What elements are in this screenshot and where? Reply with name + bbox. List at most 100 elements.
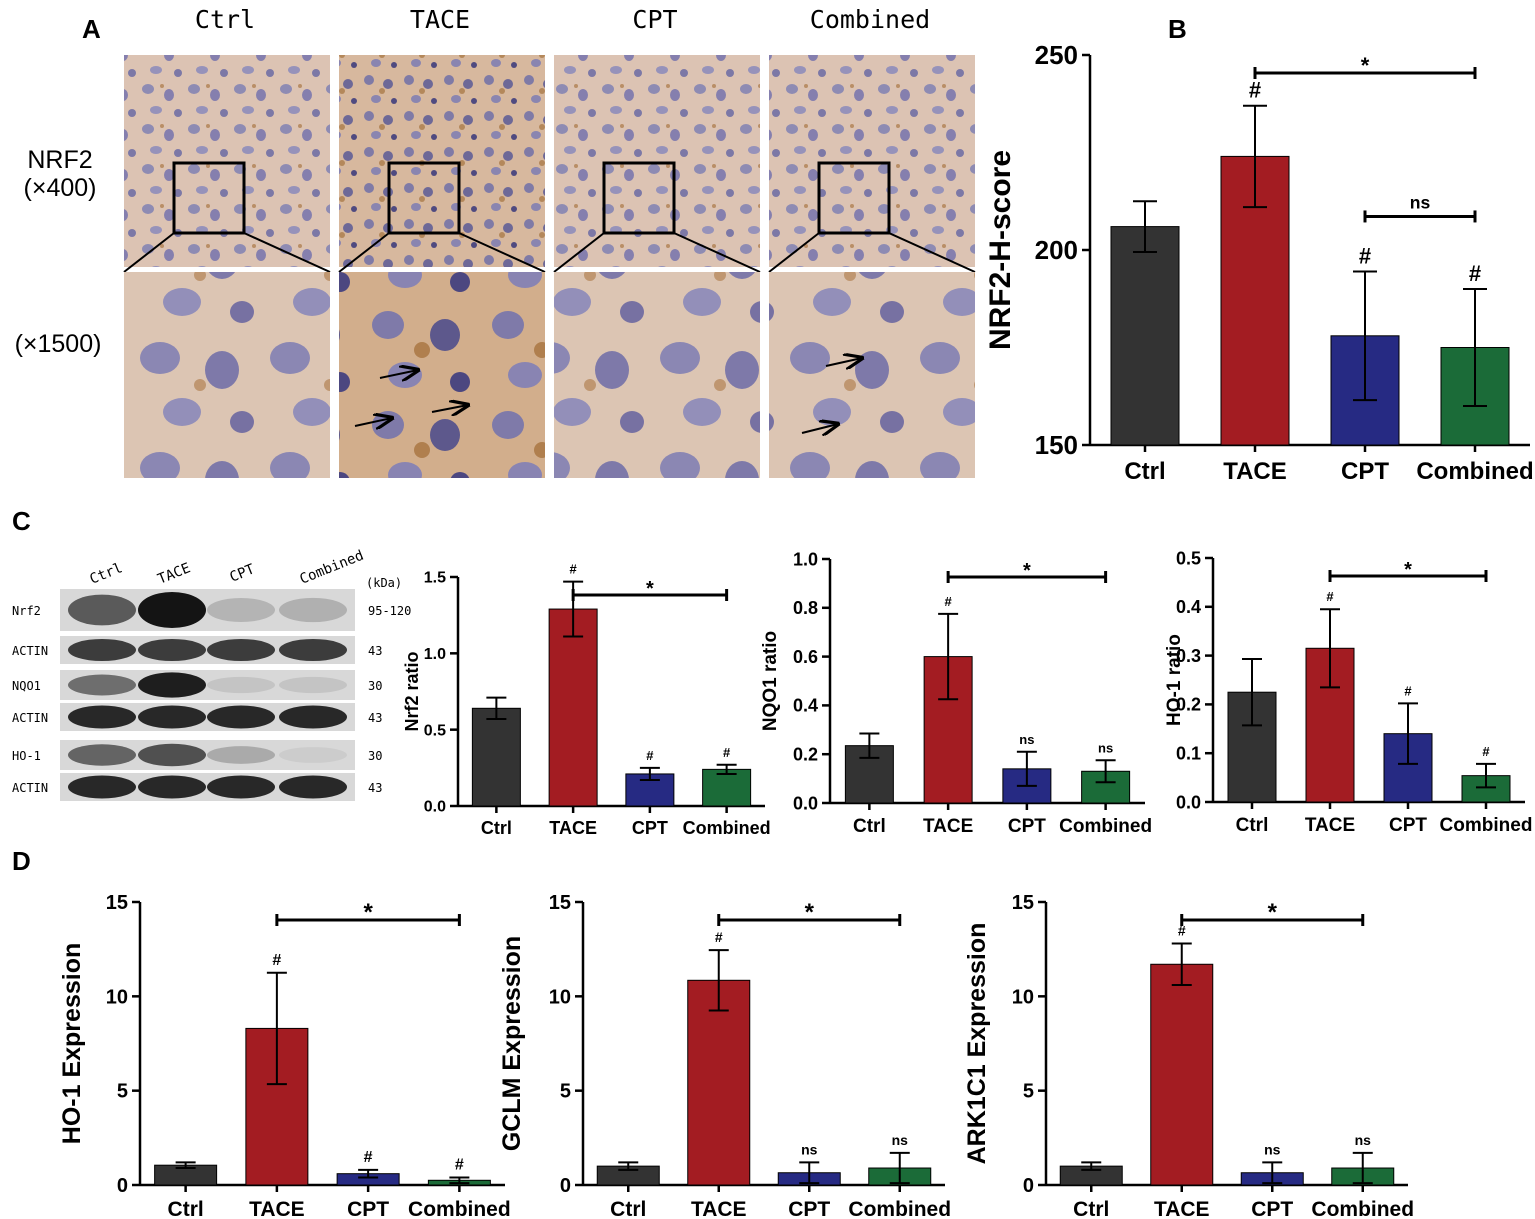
x-tick-label-cpt: CPT: [1389, 815, 1427, 836]
error-bar-tace: [938, 612, 959, 701]
blot-kda-label: 95-120: [368, 604, 411, 618]
blot-kda-label: 30: [368, 679, 382, 693]
blot-band: [138, 638, 206, 662]
x-tick-label-cpt: CPT: [632, 818, 668, 838]
comparison-label: *: [363, 899, 373, 926]
blot-row-4: ACTIN 43: [12, 703, 382, 731]
y-tick-label: 10: [106, 986, 128, 1008]
lane-label-combined: Combined: [298, 548, 367, 588]
comparison-label: *: [805, 899, 815, 926]
blot-band: [68, 744, 136, 766]
y-tick-label: 10: [549, 986, 571, 1008]
x-tick-label-ctrl: Ctrl: [1073, 1198, 1109, 1219]
error-bar-ctrl: [1081, 1161, 1102, 1171]
x-tick-label-tace: TACE: [691, 1198, 747, 1219]
zoom-connectors: [123, 232, 976, 273]
y-tick-label: 0: [1023, 1175, 1034, 1197]
comparison-label: *: [1404, 559, 1412, 581]
y-axis-label: NQO1 ratio: [760, 631, 781, 731]
chart-c3: 0.0 0.1 0.2 0.3 0.4 0.5 Ctrl TACE CPT Combined HO-…: [1164, 548, 1532, 836]
blot-band: [207, 705, 275, 729]
significance-mark: #: [455, 1156, 464, 1173]
significance-mark: #: [364, 1149, 373, 1166]
y-tick-label: 0.8: [793, 598, 818, 618]
y-tick-label: 0.5: [424, 722, 446, 739]
blot-row-6: ACTIN 43: [12, 773, 382, 801]
ihc-panel: Ctrl TACE CPT Combined NRF2 (×400) (×150…: [15, 5, 976, 478]
blot-band: [138, 672, 206, 698]
blot-band: [68, 674, 136, 696]
chart-d1: 0 5 10 15 Ctrl TACE CPT Combined HO-1 Expression…: [58, 892, 511, 1219]
blot-kda-label: 43: [368, 711, 382, 725]
y-tick-label: 0.4: [1176, 597, 1201, 617]
y-tick-label: 0.2: [1176, 695, 1201, 715]
comparison-bracket: *: [946, 560, 1108, 583]
micrograph-ctrl-1500: [124, 272, 330, 478]
significance-mark: #: [1469, 261, 1481, 286]
x-tick-label-tace: TACE: [1223, 458, 1287, 485]
blot-band: [138, 705, 206, 729]
x-tick-label-combined: Combined: [1059, 816, 1152, 837]
y-axis-label: ARK1C1 Expression: [963, 923, 991, 1165]
x-tick-label-combined: Combined: [1416, 458, 1533, 485]
y-tick-label: 1.5: [424, 570, 446, 587]
error-bar-ctrl: [859, 732, 880, 759]
significance-mark: #: [1178, 923, 1186, 939]
kda-header: (kDa): [366, 576, 402, 590]
significance-mark: #: [723, 745, 731, 760]
ihc-column-label-combined: Combined: [810, 5, 930, 34]
x-tick-label-combined: Combined: [1440, 815, 1533, 836]
blot-band: [68, 638, 136, 662]
error-bar-combined: [1476, 762, 1496, 789]
blot-protein-label: ACTIN: [12, 644, 48, 658]
y-tick-label: 1.0: [793, 549, 818, 569]
chart-d3: 0 5 10 15 Ctrl TACE CPT Combined ARK1C1 Expressi…: [963, 892, 1414, 1219]
y-tick-label: 0: [117, 1175, 128, 1197]
chart-c1: 0.0 0.5 1.0 1.5 Ctrl TACE CPT Combined Nrf2 rati…: [402, 562, 771, 838]
nuclear-arrows: [354, 358, 862, 433]
error-bar-tace: [266, 971, 287, 1086]
significance-mark: ns: [1019, 732, 1034, 747]
y-axis-label: HO-1 Expression: [58, 943, 86, 1144]
panel-letter-b: B: [1168, 14, 1187, 44]
y-tick-label: 0.4: [793, 696, 818, 716]
y-tick-label: 0.2: [793, 745, 818, 765]
x-tick-label-tace: TACE: [923, 816, 973, 837]
y-tick-label: 5: [560, 1081, 571, 1103]
blot-band: [207, 746, 275, 764]
x-tick-label-ctrl: Ctrl: [610, 1198, 646, 1219]
blot-protein-label: HO-1: [12, 749, 41, 763]
blot-band: [279, 638, 347, 662]
blot-row-3: NQO1 30: [12, 670, 382, 700]
y-tick-label: 150: [1035, 430, 1078, 460]
significance-mark: #: [945, 594, 953, 609]
blot-protein-label: ACTIN: [12, 781, 48, 795]
x-tick-label-cpt: CPT: [347, 1198, 389, 1219]
comparison-label: *: [646, 578, 654, 600]
x-tick-label-ctrl: Ctrl: [1124, 458, 1165, 485]
y-tick-label: 0.6: [793, 647, 818, 667]
western-blot: Ctrl TACE CPT Combined (kDa) Nrf2 95-120 A…: [12, 548, 411, 801]
x-tick-label-tace: TACE: [549, 818, 597, 838]
comparison-bracket: *: [1328, 559, 1488, 582]
blot-band: [279, 747, 347, 763]
y-tick-label: 5: [117, 1081, 128, 1103]
comparison-bracket: *: [275, 899, 461, 926]
x-tick-label-cpt: CPT: [1251, 1198, 1293, 1219]
significance-mark: #: [272, 952, 281, 969]
y-tick-label: 0.1: [1176, 744, 1201, 764]
micrograph-combined-1500: [769, 272, 975, 478]
blot-protein-label: NQO1: [12, 679, 41, 693]
y-tick-label: 10: [1012, 986, 1034, 1008]
zoom-box-cpt: [602, 161, 676, 235]
significance-mark: #: [646, 748, 654, 763]
blot-band: [68, 775, 136, 799]
blot-band: [207, 775, 275, 799]
significance-mark: #: [570, 562, 578, 577]
ihc-row-label-marker: NRF2: [27, 146, 92, 174]
y-axis-label: GCLM Expression: [498, 936, 526, 1151]
y-tick-label: 5: [1023, 1081, 1034, 1103]
x-tick-label-combined: Combined: [1311, 1198, 1414, 1219]
significance-mark: ns: [1355, 1132, 1372, 1148]
panel-letter-d: D: [12, 846, 31, 876]
